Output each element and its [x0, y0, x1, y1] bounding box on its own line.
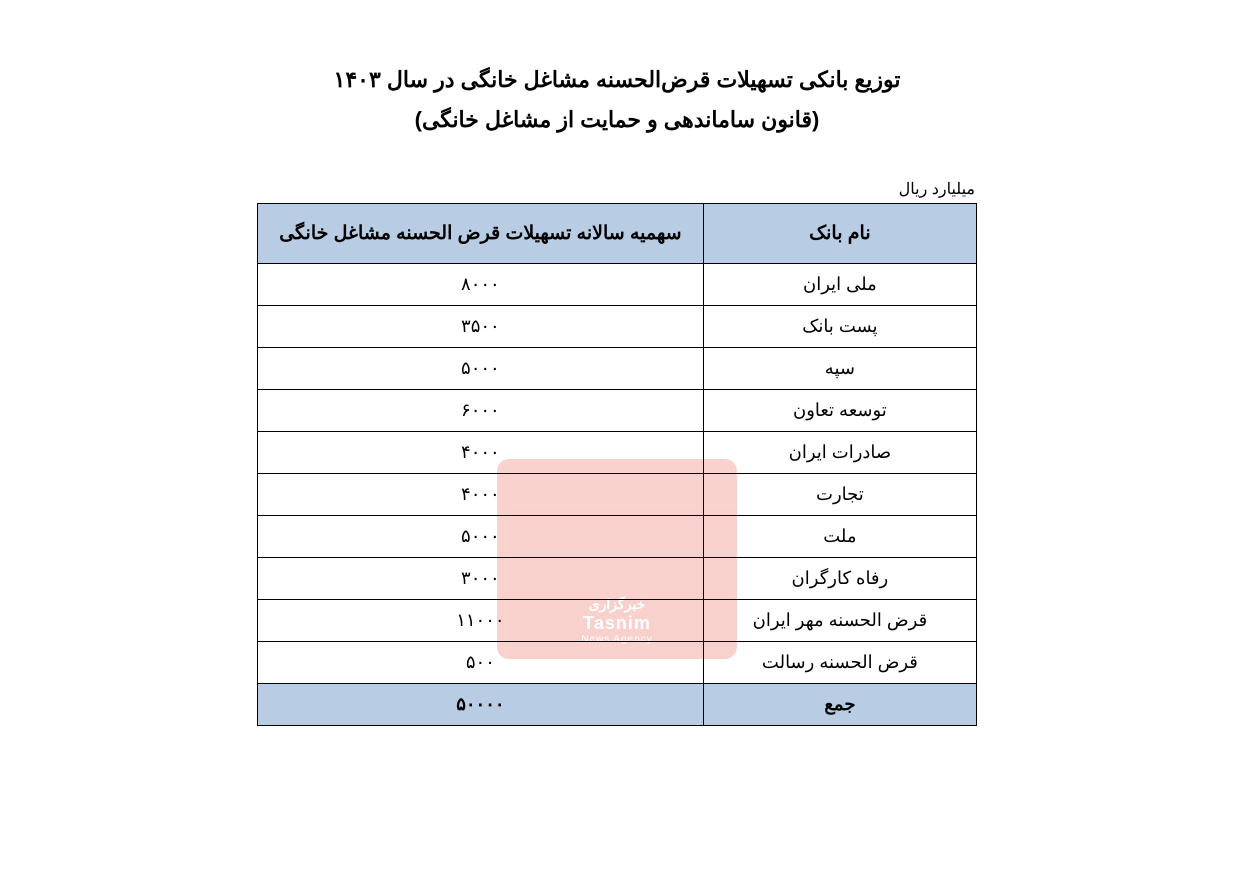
cell-quota: ۸۰۰۰: [258, 264, 704, 306]
table-row: صادرات ایران۴۰۰۰: [258, 432, 977, 474]
table-row: تجارت۴۰۰۰: [258, 474, 977, 516]
cell-bank-name: صادرات ایران: [703, 432, 976, 474]
cell-bank-name: قرض الحسنه مهر ایران: [703, 600, 976, 642]
cell-quota: ۴۰۰۰: [258, 474, 704, 516]
cell-quota: ۴۰۰۰: [258, 432, 704, 474]
cell-bank-name: ملی ایران: [703, 264, 976, 306]
table-body: ملی ایران۸۰۰۰پست بانک۳۵۰۰سپه۵۰۰۰توسعه تع…: [258, 264, 977, 684]
table-row: ملی ایران۸۰۰۰: [258, 264, 977, 306]
total-quota: ۵۰۰۰۰: [258, 684, 704, 726]
table-row: پست بانک۳۵۰۰: [258, 306, 977, 348]
table-row: ملت۵۰۰۰: [258, 516, 977, 558]
cell-bank-name: رفاه کارگران: [703, 558, 976, 600]
cell-bank-name: سپه: [703, 348, 976, 390]
table-row: سپه۵۰۰۰: [258, 348, 977, 390]
table-wrap: خبرگزاری Tasnim News Agency میلیارد ریال…: [257, 179, 977, 726]
bank-quota-table: نام بانک سهمیه سالانه تسهیلات قرض الحسنه…: [257, 203, 977, 726]
cell-quota: ۵۰۰۰: [258, 516, 704, 558]
cell-bank-name: ملت: [703, 516, 976, 558]
cell-quota: ۵۰۰: [258, 642, 704, 684]
table-row: رفاه کارگران۳۰۰۰: [258, 558, 977, 600]
cell-bank-name: توسعه تعاون: [703, 390, 976, 432]
table-row: توسعه تعاون۶۰۰۰: [258, 390, 977, 432]
cell-quota: ۵۰۰۰: [258, 348, 704, 390]
title-line-1: توزیع بانکی تسهیلات قرض‌الحسنه مشاغل خان…: [0, 60, 1234, 100]
cell-bank-name: تجارت: [703, 474, 976, 516]
col-header-quota: سهمیه سالانه تسهیلات قرض الحسنه مشاغل خا…: [258, 204, 704, 264]
table-row: قرض الحسنه رسالت۵۰۰: [258, 642, 977, 684]
cell-quota: ۳۰۰۰: [258, 558, 704, 600]
col-header-bank-name: نام بانک: [703, 204, 976, 264]
cell-quota: ۶۰۰۰: [258, 390, 704, 432]
cell-quota: ۱۱۰۰۰: [258, 600, 704, 642]
table-row: قرض الحسنه مهر ایران۱۱۰۰۰: [258, 600, 977, 642]
total-label: جمع: [703, 684, 976, 726]
total-row: جمع ۵۰۰۰۰: [258, 684, 977, 726]
cell-bank-name: پست بانک: [703, 306, 976, 348]
unit-label: میلیارد ریال: [257, 179, 977, 199]
cell-quota: ۳۵۰۰: [258, 306, 704, 348]
title-block: توزیع بانکی تسهیلات قرض‌الحسنه مشاغل خان…: [0, 60, 1234, 139]
title-line-2: (قانون ساماندهی و حمایت از مشاغل خانگی): [0, 100, 1234, 140]
cell-bank-name: قرض الحسنه رسالت: [703, 642, 976, 684]
table-header-row: نام بانک سهمیه سالانه تسهیلات قرض الحسنه…: [258, 204, 977, 264]
